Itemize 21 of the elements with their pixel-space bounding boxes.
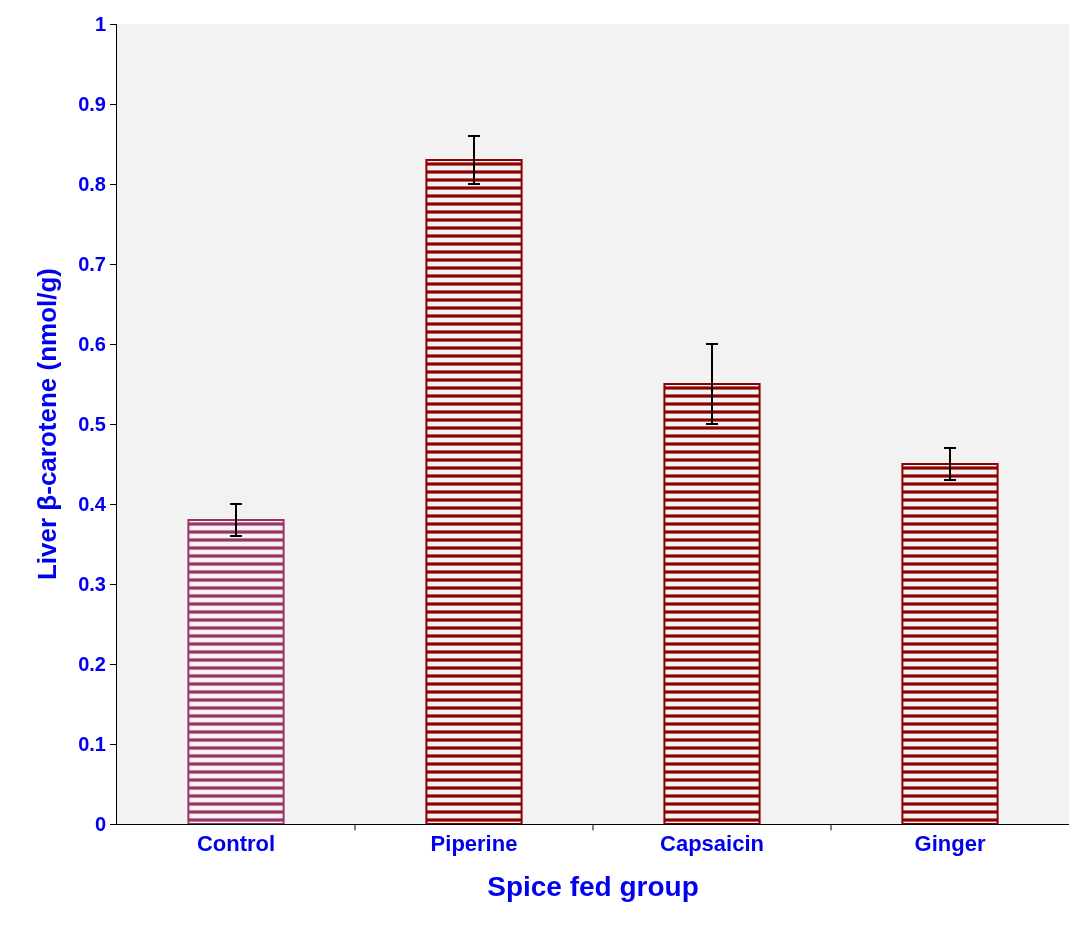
y-tick-label: 0.1: [78, 733, 106, 755]
y-tick-label: 0.3: [78, 573, 106, 595]
y-tick-label: 0.9: [78, 93, 106, 115]
x-tick-label: Piperine: [430, 831, 518, 857]
bar: [663, 383, 761, 824]
y-tick-label: 0.8: [78, 173, 106, 195]
y-tick-label: 0.2: [78, 653, 106, 675]
y-tick-label: 0.4: [78, 493, 107, 515]
x-tick-label: Control: [196, 831, 276, 857]
bar: [901, 463, 999, 824]
y-tick-label: 0.6: [78, 333, 106, 355]
y-tick-label: 1: [94, 13, 106, 35]
bar: [187, 519, 285, 824]
x-axis-title: Spice fed group: [487, 870, 699, 902]
x-tick-label: Capsaicin: [660, 831, 764, 857]
y-tick-label: 0.7: [78, 253, 106, 275]
bar: [425, 159, 523, 824]
y-tick-label: 0.5: [78, 413, 106, 435]
y-axis-title: Liver β-carotene (nmol/g): [31, 267, 62, 581]
x-tick-label: Ginger: [914, 831, 986, 857]
y-tick-label: 0: [94, 813, 106, 835]
